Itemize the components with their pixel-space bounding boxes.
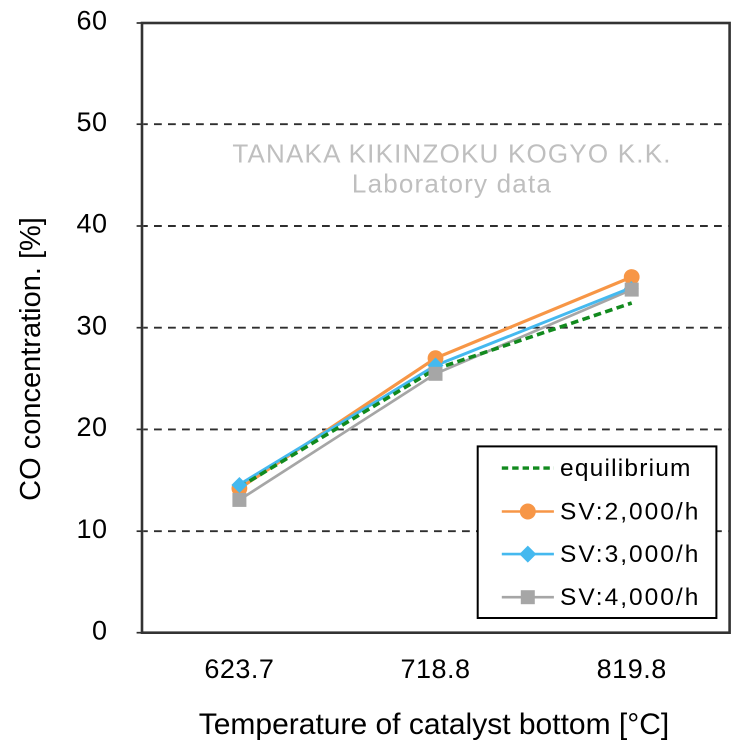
svg-text:TANAKA KIKINZOKU KOGYO K.K.: TANAKA KIKINZOKU KOGYO K.K. <box>232 139 671 169</box>
svg-text:20: 20 <box>76 412 107 442</box>
svg-text:60: 60 <box>76 6 107 36</box>
svg-text:819.8: 819.8 <box>597 654 667 684</box>
svg-text:40: 40 <box>76 209 107 239</box>
svg-text:0: 0 <box>92 616 108 646</box>
svg-text:50: 50 <box>76 107 107 137</box>
svg-text:SV:2,000/h: SV:2,000/h <box>560 499 700 526</box>
svg-text:623.7: 623.7 <box>204 654 274 684</box>
svg-text:Temperature of catalyst bottom: Temperature of catalyst bottom [°C] <box>199 708 670 741</box>
svg-text:SV:3,000/h: SV:3,000/h <box>560 541 700 568</box>
svg-text:SV:4,000/h: SV:4,000/h <box>560 584 700 611</box>
svg-text:30: 30 <box>76 310 107 340</box>
svg-text:equilibrium: equilibrium <box>560 455 692 482</box>
svg-text:10: 10 <box>76 514 107 544</box>
svg-text:718.8: 718.8 <box>400 654 470 684</box>
svg-text:CO concentration. [%]: CO concentration. [%] <box>15 217 47 501</box>
svg-text:Laboratory data: Laboratory data <box>352 169 552 199</box>
